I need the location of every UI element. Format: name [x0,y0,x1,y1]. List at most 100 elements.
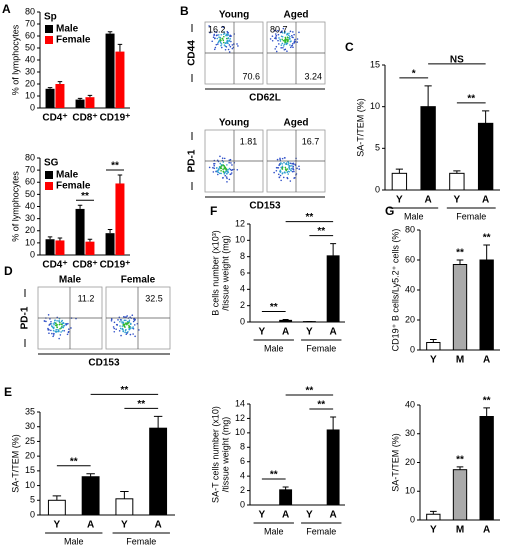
flow-y-label: PD-1 [20,306,31,329]
flow-title: Aged [284,10,309,21]
cell-dot [287,163,290,166]
cell-dot [56,326,58,329]
cell-dot [52,326,54,329]
panel-letter: B [180,4,189,18]
y-tick-label: 30 [25,213,35,223]
cell-dot [277,167,280,169]
cell-dot [293,170,295,173]
bar [149,427,168,516]
panel-letter: A [2,2,11,16]
cell-dot [277,29,279,32]
cell-dot [221,25,224,28]
bar [55,84,65,108]
y-tick-label: 4 [240,284,245,294]
cell-dot [125,328,127,331]
cell-dot [70,327,72,329]
cell-dot [220,44,222,47]
y-tick-label: 12 [235,413,245,423]
error-bar [395,168,403,174]
cell-dot [122,329,124,331]
cell-dot [278,43,280,45]
cell-dot [275,37,277,40]
cell-dot [222,171,225,173]
x-tick-label: A [87,520,94,531]
bar [55,240,65,255]
y-tick-label: 20 [405,314,415,324]
cell-dot [219,167,222,169]
significance: ** [305,212,313,223]
legend-swatch [45,25,53,33]
cell-dot [50,325,53,327]
cell-dot [286,42,289,45]
cell-dot [220,33,223,36]
cell-dot [286,36,289,38]
cell-dot [298,168,301,170]
cell-dot [282,176,285,179]
group-label: Female [456,211,486,221]
cell-dot [215,167,218,169]
significance: ** [483,396,491,407]
y-tick-label: 50 [25,189,35,199]
error-bar [424,85,432,107]
cell-dot [271,35,274,37]
cell-dot [223,166,226,168]
cell-dot [56,319,58,322]
y-tick-label: 20 [25,78,35,88]
cell-dot [227,32,230,34]
cell-dot [281,157,284,160]
x-tick-label: A [282,510,289,521]
y-tick-label: 0 [410,514,415,524]
cell-dot [293,33,295,36]
cell-dot [230,172,233,174]
cell-dot [285,42,288,45]
cell-dot [50,320,52,323]
panel-letter: F [210,204,217,218]
cell-dot [213,162,216,165]
cell-dot [123,324,125,327]
cell-dot [298,31,300,34]
cell-dot [228,178,231,181]
cell-dot [292,31,294,33]
cell-dot [282,45,285,47]
cell-dot [66,333,69,336]
cell-dot [220,165,223,167]
group-label: Female [126,536,156,546]
cell-dot [132,327,135,330]
cell-dot [292,46,294,49]
significance: ** [270,302,278,313]
y-tick-label: 35 [25,406,35,416]
cell-dot [121,325,124,327]
cell-dot [277,173,280,176]
cell-dot [221,37,224,40]
quadrant-value: 1.81 [240,136,258,146]
cell-dot [225,169,227,171]
cell-dot [280,44,283,46]
error-bar [456,466,464,470]
x-tick-label: M [456,355,464,366]
cell-dot [58,337,60,340]
cell-dot [221,157,224,159]
cell-dot [279,170,281,173]
cell-dot [274,48,276,50]
cell-dot [211,40,214,43]
cell-dot [279,31,282,34]
panel-letter: G [385,204,394,218]
y-tick-label: 2 [240,485,245,495]
y-axis-label: B cells number (x10³) [210,230,220,316]
legend-swatch [45,171,53,179]
cell-dot [129,316,131,319]
cell-dot [214,46,217,49]
cell-dot [227,48,230,51]
cell-dot [289,40,292,43]
cell-dot [228,40,231,42]
cell-dot [287,40,289,43]
quadrant-value: 16.2 [208,24,226,34]
error-bar [117,174,123,184]
y-axis-label: /tissue weight (mg) [220,417,230,493]
cell-dot [116,323,118,326]
cell-dot [280,47,282,49]
error-bar [57,81,63,84]
x-tick-label: A [282,327,289,338]
cell-dot [212,36,215,39]
cell-dot [122,330,124,333]
